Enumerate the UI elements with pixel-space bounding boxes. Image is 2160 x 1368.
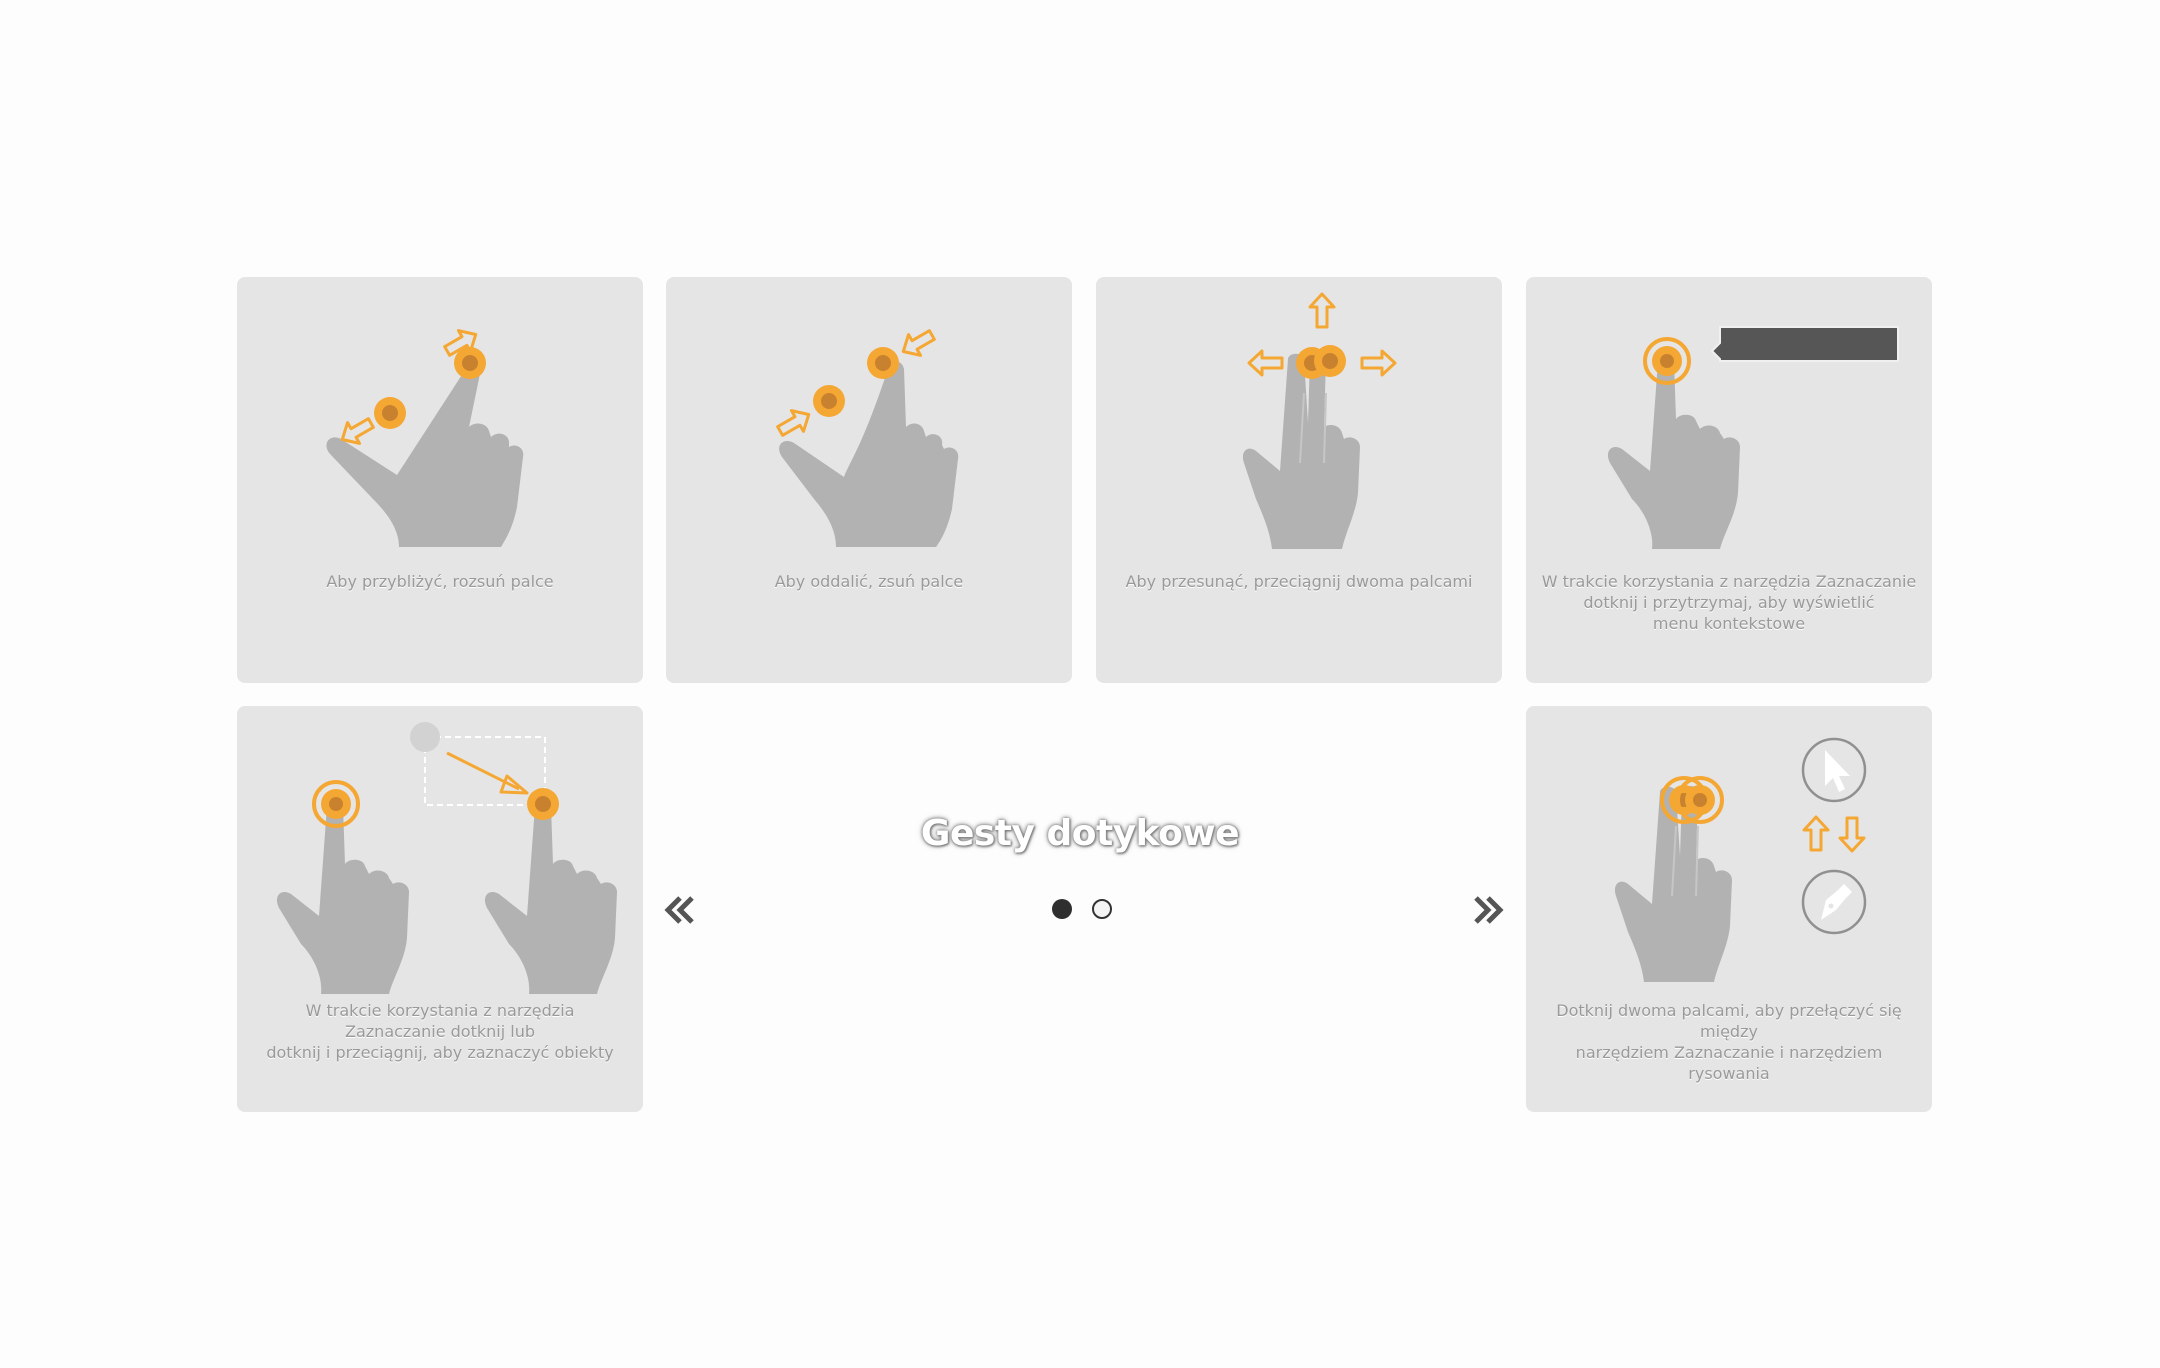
gesture-caption: W trakcie korzystania z narzędzia Zaznac… — [266, 1001, 614, 1062]
pen-icon — [1801, 869, 1867, 935]
next-page-button[interactable] — [1468, 890, 1508, 930]
gesture-card-zoom-out: Aby oddalić, zsuń palce — [666, 277, 1072, 683]
hand-icon — [779, 361, 959, 547]
page-indicator-1[interactable] — [1052, 899, 1072, 919]
page-title: Gesty dotykowe — [920, 813, 1240, 854]
gesture-card-select: W trakcie korzystania z narzędzia Zaznac… — [237, 706, 643, 1112]
context-menu-icon — [1710, 326, 1899, 362]
gesture-card-zoom-in: Aby przybliżyć, rozsuń palce — [237, 277, 643, 683]
gesture-card-pan: Aby przesunąć, przeciągnij dwoma palcami — [1096, 277, 1502, 683]
gesture-caption: W trakcie korzystania z narzędzia Zaznac… — [1541, 572, 1917, 633]
gesture-card-context-menu: W trakcie korzystania z narzędzia Zaznac… — [1526, 277, 1932, 683]
selection-rectangle-icon — [410, 722, 546, 806]
gesture-caption: Aby oddalić, zsuń palce — [774, 572, 964, 591]
hand-icon — [1241, 352, 1361, 550]
touch-point-icon — [1296, 345, 1346, 379]
gesture-caption: Aby przesunąć, przeciągnij dwoma palcami — [1125, 572, 1473, 591]
gesture-caption: Dotknij dwoma palcami, aby przełączyć si… — [1556, 1001, 1902, 1083]
gesture-caption: Aby przybliżyć, rozsuń palce — [326, 572, 554, 591]
switch-arrow-icon — [1802, 815, 1866, 853]
double-chevron-left-icon — [664, 896, 694, 924]
gesture-card-switch-tool: Dotknij dwoma palcami, aby przełączyć si… — [1526, 706, 1932, 1112]
hand-icon — [1607, 356, 1740, 549]
page-indicator-2[interactable] — [1092, 899, 1112, 919]
double-chevron-right-icon — [1474, 896, 1504, 924]
previous-page-button[interactable] — [660, 890, 700, 930]
hand-icon — [326, 361, 524, 547]
cursor-icon — [1801, 737, 1867, 803]
hand-icon — [276, 801, 617, 994]
